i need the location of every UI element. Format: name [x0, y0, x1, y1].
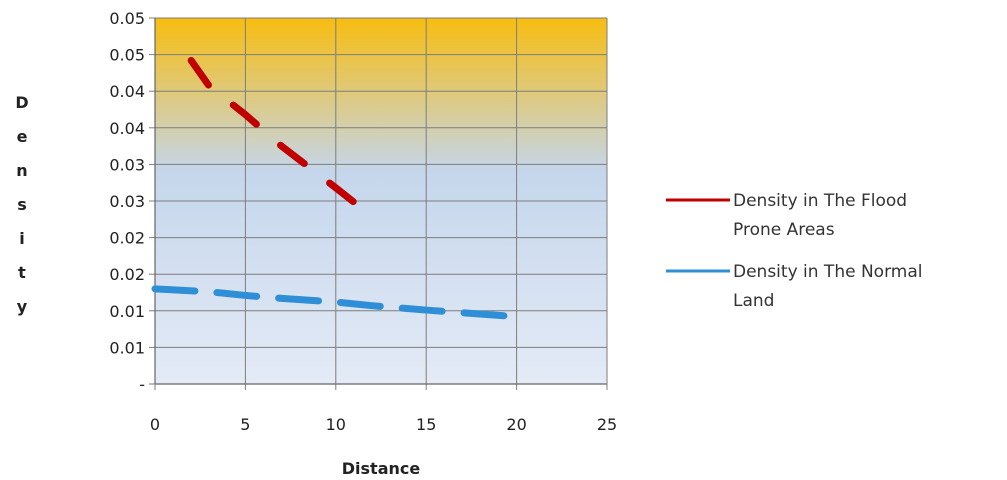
y-tick-label: 0.02: [109, 229, 145, 248]
y-axis-title-letter: e: [17, 127, 28, 146]
x-tick-label: 15: [416, 415, 436, 434]
y-tick-label: 0.05: [109, 46, 145, 65]
legend: Density in The Flood Prone Areas Density i…: [666, 191, 922, 311]
y-tick-label: 0.04: [109, 82, 145, 101]
y-axis-title-letter: s: [17, 195, 27, 214]
y-axis-title-letter: n: [16, 161, 27, 180]
series-line-2: [151, 285, 521, 321]
y-tick-label: 0.01: [109, 338, 145, 357]
grid: [149, 17, 608, 390]
x-tick-label: 10: [326, 415, 346, 434]
y-tick-labels: - 0.01 0.01 0.02 0.02 0.03 0.03 0.04 0.04 0.05 0.0…: [109, 9, 145, 394]
legend-label-1: Density in The Flood: [733, 191, 907, 211]
y-tick-label: 0.04: [109, 119, 145, 138]
legend-label-2: Density in The Normal: [733, 262, 922, 282]
y-tick-label: -: [139, 375, 145, 394]
y-axis-title-letter: i: [19, 229, 24, 248]
y-axis-title-letter: D: [15, 93, 28, 112]
y-axis-title-letter: y: [17, 297, 28, 316]
legend-label-1: Prone Areas: [733, 220, 835, 240]
x-tick-label: 0: [150, 415, 160, 434]
legend-label-2: Land: [733, 291, 774, 311]
y-tick-label: 0.03: [109, 155, 145, 174]
x-tick-label: 20: [506, 415, 526, 434]
y-axis-title: Density: [15, 93, 28, 316]
series-group: [151, 56, 521, 321]
y-tick-label: 0.05: [109, 9, 145, 28]
y-tick-label: 0.03: [109, 192, 145, 211]
x-tick-labels: 0 5 10 15 20 25: [150, 415, 617, 434]
x-tick-label: 25: [597, 415, 617, 434]
x-tick-label: 5: [240, 415, 250, 434]
x-axis-title: Distance: [342, 459, 421, 478]
series-line-1: [187, 56, 376, 220]
y-tick-label: 0.02: [109, 265, 145, 284]
y-axis-title-letter: t: [18, 263, 26, 282]
y-tick-label: 0.01: [109, 302, 145, 321]
